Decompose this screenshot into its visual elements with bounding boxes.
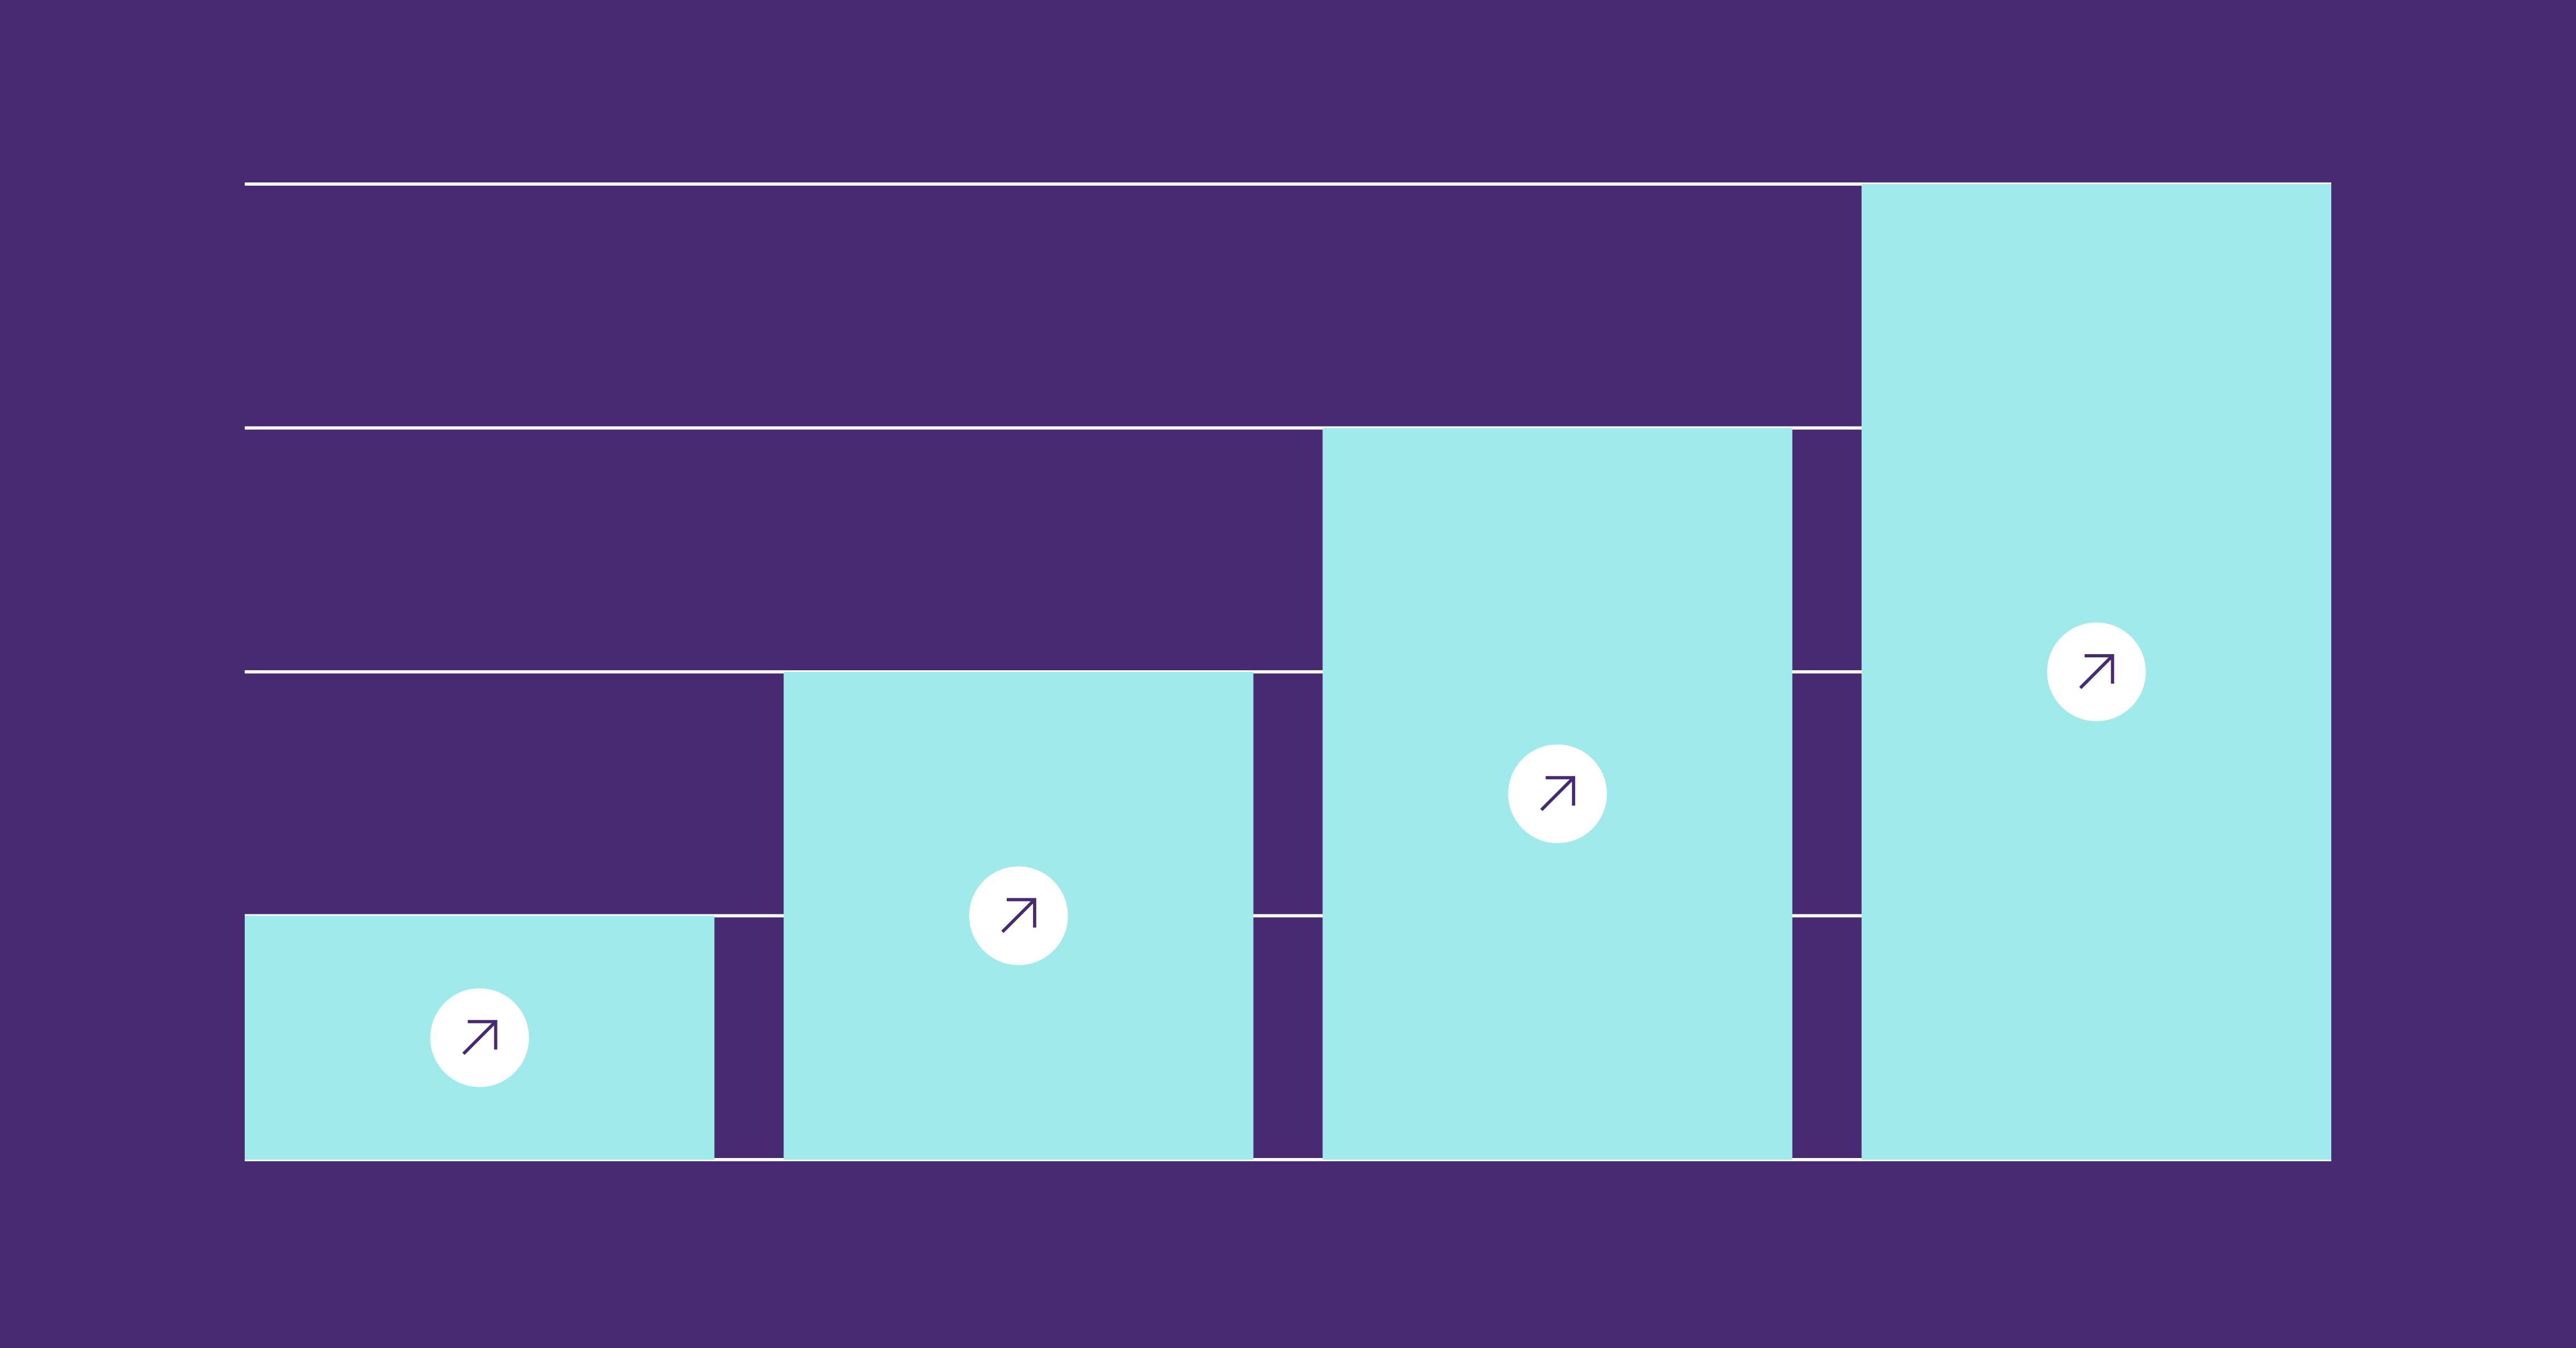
arrow-icon: [1001, 898, 1036, 933]
arrow-icon: [2079, 654, 2114, 690]
arrow-icon: [462, 1020, 497, 1055]
arrow-icon: [1540, 776, 1576, 811]
